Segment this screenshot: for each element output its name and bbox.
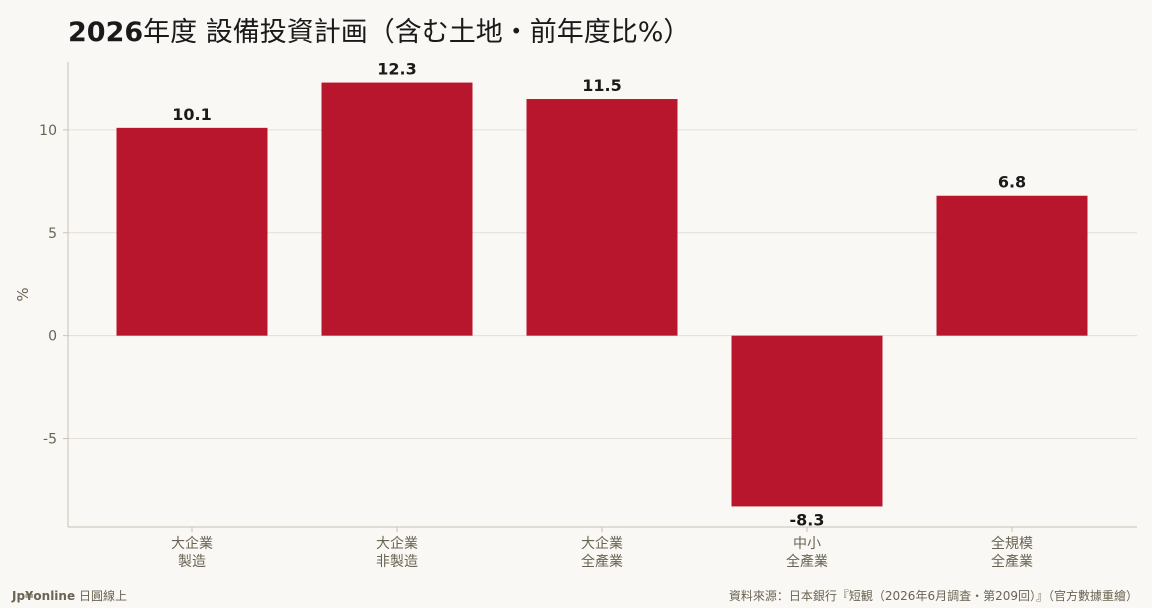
x-tick-label: 大企業 — [171, 535, 213, 552]
source-note: 資料來源：日本銀行『短観（2026年6月調査・第209回）』（官方數據重繪） — [728, 589, 1138, 603]
x-tick-label: 製造 — [178, 554, 206, 570]
x-tick-label: 大企業 — [581, 535, 623, 552]
bar-value-label: 6.8 — [998, 173, 1026, 192]
bar — [936, 195, 1088, 336]
x-tick-label: 全產業 — [786, 553, 828, 570]
bar — [526, 99, 678, 336]
bar-value-label: 12.3 — [377, 60, 416, 79]
brand-name: Jp¥online — [12, 589, 76, 603]
y-tick-label: 0 — [48, 329, 57, 345]
brand-footer: Jp¥online 日圓線上 — [12, 587, 127, 604]
x-tick-label: 中小 — [793, 536, 821, 552]
chart-title: 2026年度 設備投資計画（含む土地・前年度比%） — [68, 10, 690, 49]
x-tick-label: 非製造 — [376, 554, 418, 570]
x-tick-label: 全產業 — [581, 553, 623, 570]
y-tick-label: 5 — [48, 226, 57, 242]
y-tick-label: 10 — [39, 123, 57, 139]
bar — [731, 335, 883, 507]
bar-value-label: 11.5 — [582, 76, 621, 95]
bar — [321, 82, 473, 336]
y-axis-label: % — [14, 287, 32, 301]
bar — [116, 127, 268, 336]
chart-title-text: 年度 設備投資計画（含む土地・前年度比%） — [143, 17, 691, 48]
bar-value-label: 10.1 — [172, 105, 211, 124]
bar-value-label: -8.3 — [790, 510, 825, 529]
chart-title-year: 2026 — [68, 17, 144, 48]
x-tick-label: 全產業 — [991, 553, 1033, 570]
y-tick-label: -5 — [43, 432, 57, 448]
x-tick-label: 全規模 — [991, 535, 1033, 552]
brand-suffix: 日圓線上 — [78, 589, 127, 603]
x-tick-label: 大企業 — [376, 535, 418, 552]
